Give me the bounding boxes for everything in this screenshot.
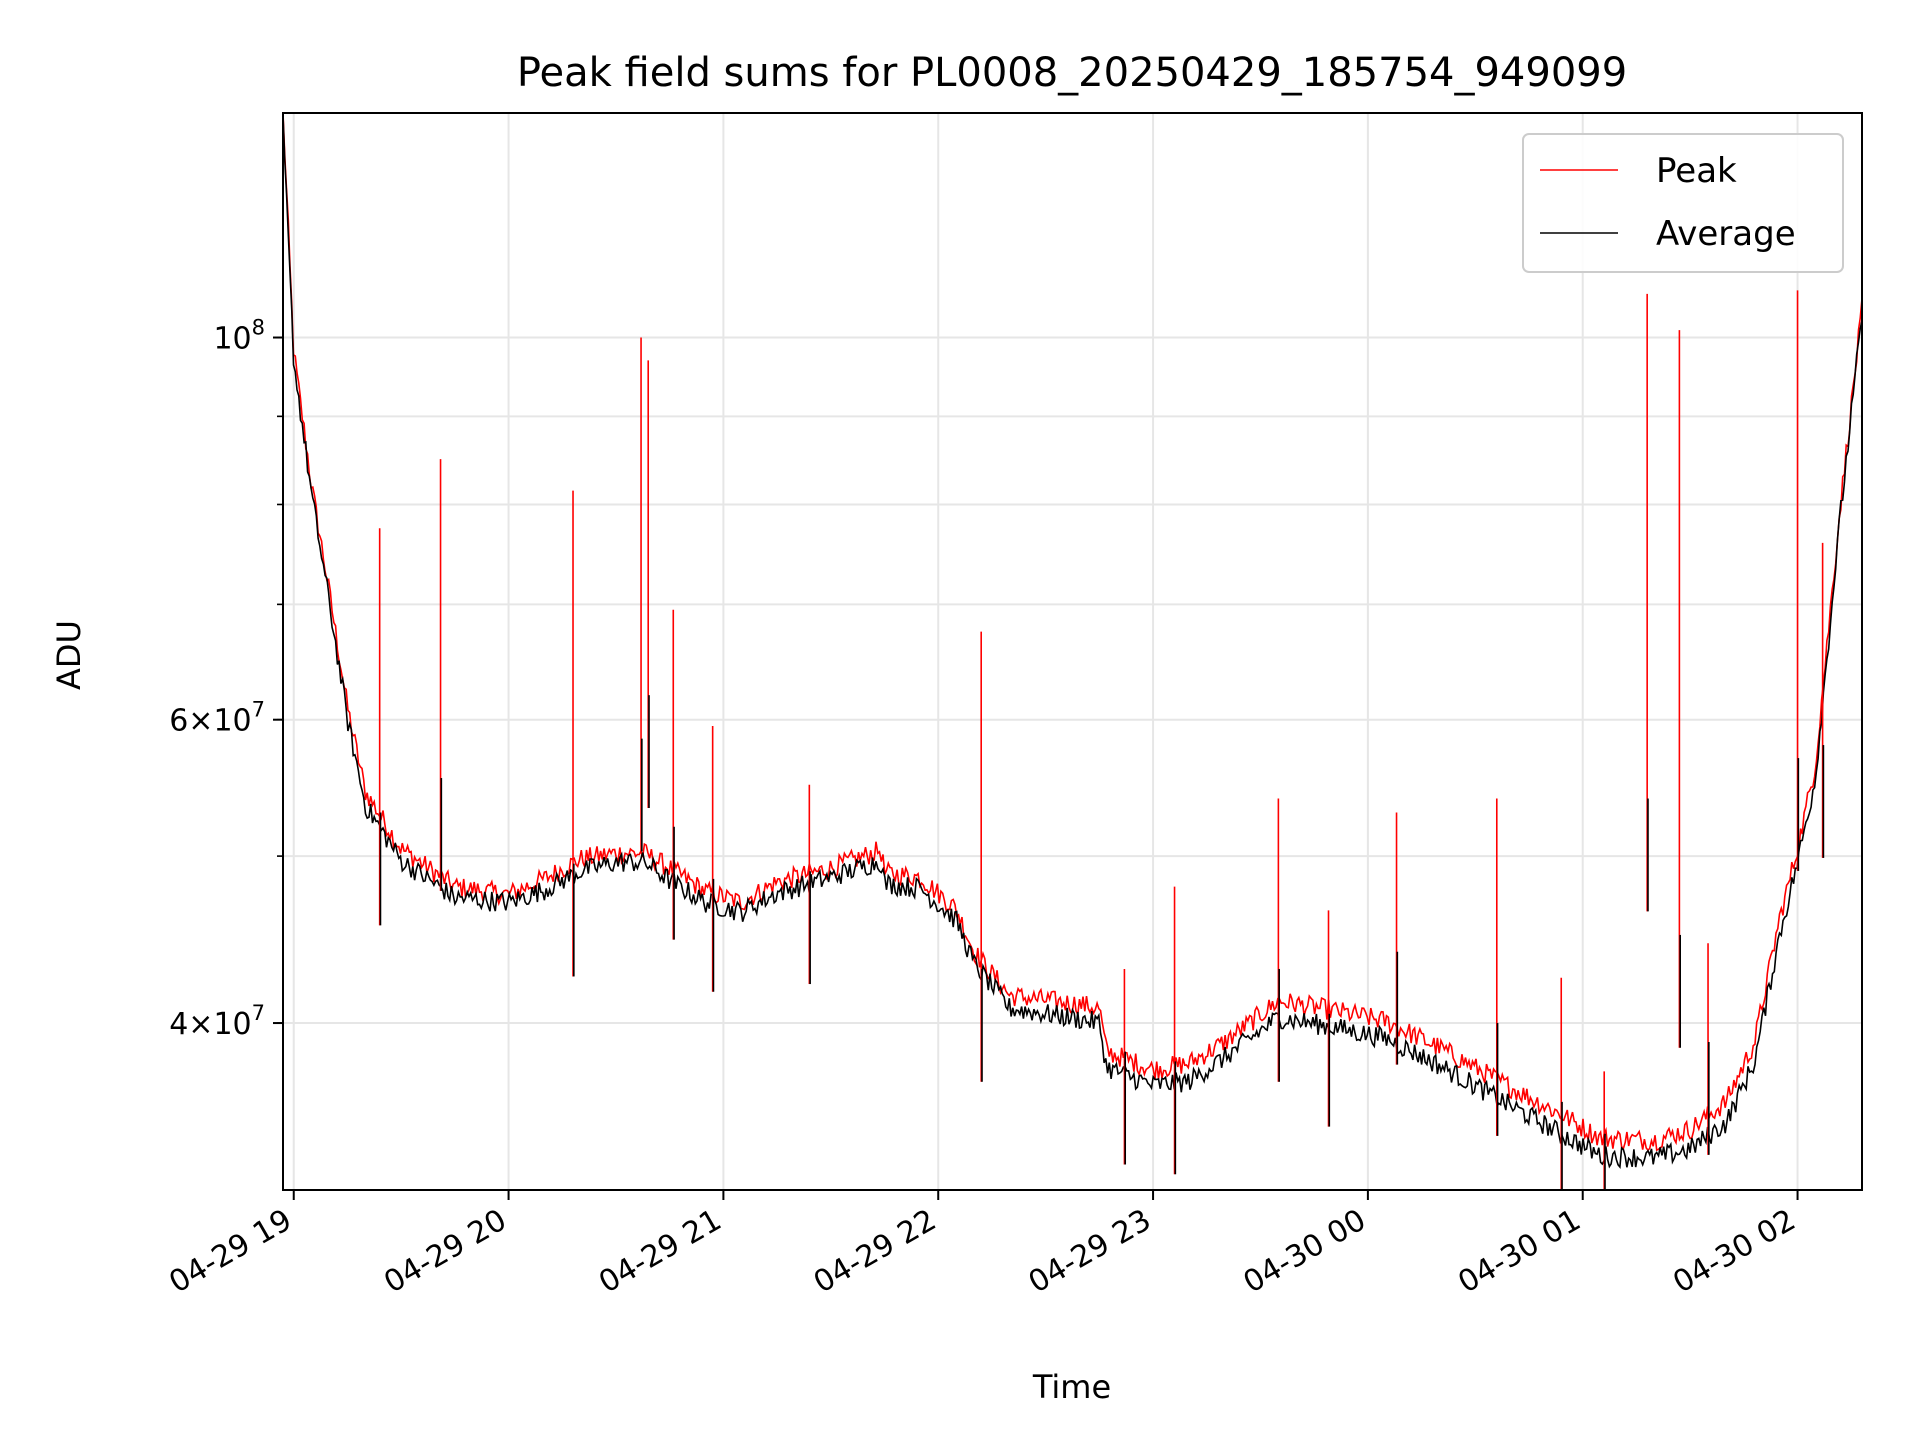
legend: Peak Average [1522, 133, 1844, 273]
y-tick-label-exponent: 7 [252, 1001, 265, 1025]
y-tick-label-base: 4×10 [169, 1007, 251, 1042]
legend-box [1522, 133, 1844, 273]
y-tick-label-exponent: 8 [252, 316, 265, 340]
plot-area [283, 113, 1862, 1190]
y-tick-label-exponent: 7 [252, 698, 265, 722]
legend-average-label: Average [1656, 214, 1796, 254]
x-axis-title: Time [1032, 1368, 1111, 1406]
series-line-average [283, 114, 1862, 1170]
axes-frame [282, 112, 1863, 1191]
y-axis-title: ADU [50, 620, 88, 690]
chart-title: Peak field sums for PL0008_20250429_1857… [517, 50, 1627, 96]
y-tick-label: 4×107 [169, 1001, 265, 1042]
y-tick-label: 6×107 [169, 698, 265, 739]
legend-peak-label: Peak [1656, 151, 1737, 191]
y-tick-label: 108 [213, 316, 265, 357]
y-tick-label-base: 10 [213, 322, 251, 357]
y-tick-label-base: 6×10 [169, 704, 251, 739]
